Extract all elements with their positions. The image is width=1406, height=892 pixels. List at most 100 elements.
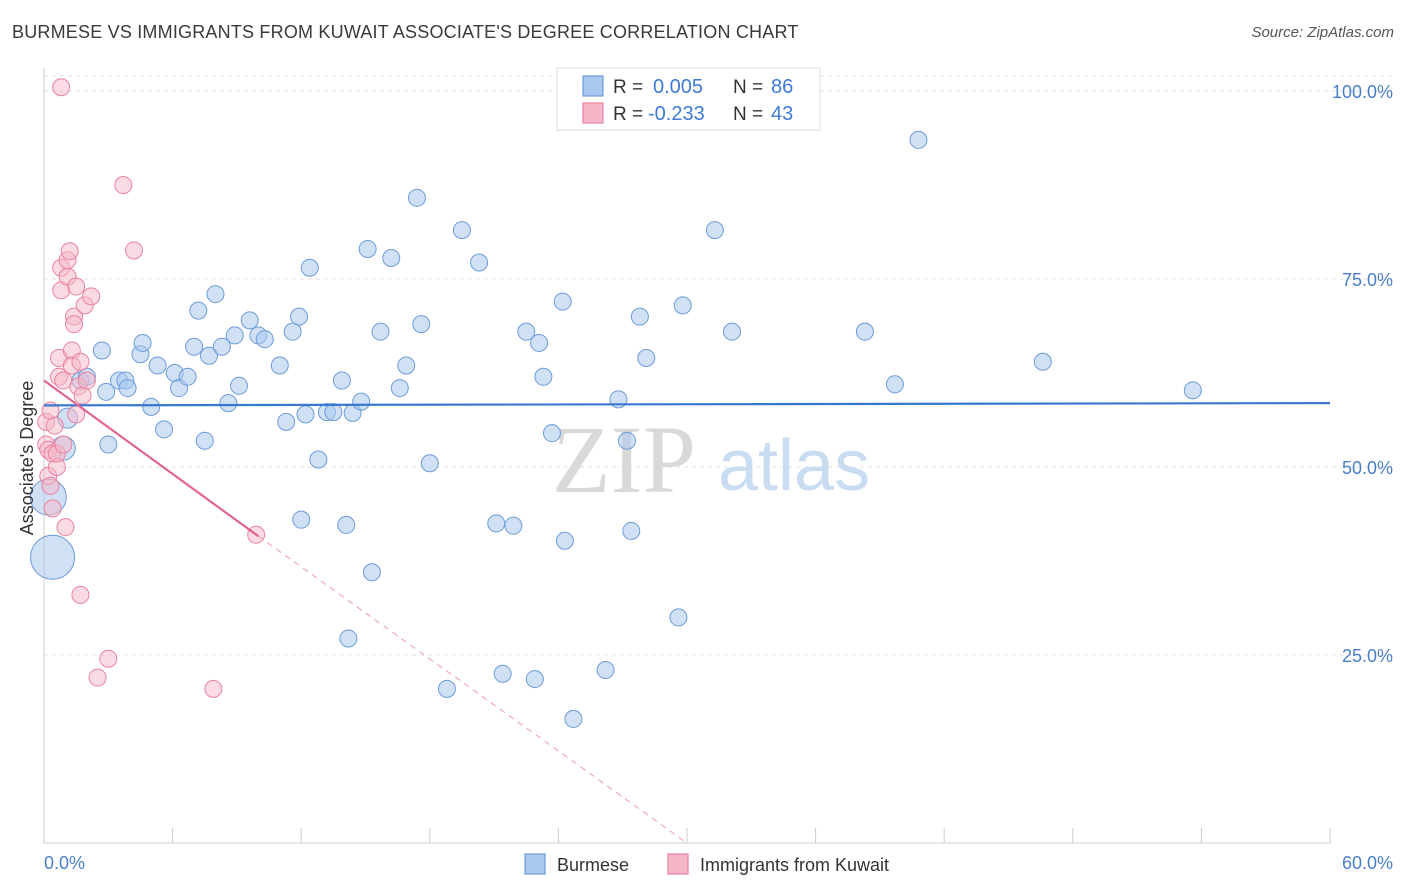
point-burmese [525,670,544,689]
point-burmese [437,679,456,698]
point-burmese [92,341,111,360]
point-burmese [292,510,311,529]
point-burmese [470,253,489,272]
x-tick-label: 0.0% [44,853,85,873]
point-burmese [530,333,549,352]
point-kuwait [41,476,60,495]
point-burmese [397,356,416,375]
point-kuwait [99,649,118,668]
point-burmese [362,563,381,582]
x-tick-label: 60.0% [1342,853,1393,873]
point-burmese [255,330,274,349]
point-burmese [705,221,724,240]
point-burmese [630,307,649,326]
point-burmese [30,534,76,580]
point-kuwait [204,679,223,698]
point-burmese [97,382,116,401]
point-burmese [309,450,328,469]
point-burmese [564,709,583,728]
series-kuwait [37,78,266,698]
legend-swatch-burmese [582,75,604,97]
point-kuwait [125,241,144,260]
point-burmese [412,315,431,334]
point-burmese [185,337,204,356]
y-tick-label: 100.0% [1332,82,1393,102]
point-kuwait [56,518,75,537]
point-kuwait [52,78,71,97]
point-burmese [555,531,574,550]
point-kuwait [54,435,73,454]
point-burmese [1033,352,1052,371]
point-kuwait [54,371,73,390]
point-burmese [382,248,401,267]
point-burmese [283,322,302,341]
point-burmese [189,301,208,320]
bottom-legend-swatch-burmese [524,853,546,875]
trend-line-kuwait-extension [257,535,688,844]
point-burmese [219,394,238,413]
point-burmese [155,420,174,439]
point-burmese [371,322,390,341]
bottom-legend-swatch-kuwait [667,853,689,875]
point-kuwait [77,371,96,390]
point-burmese [542,424,561,443]
y-tick-label: 25.0% [1342,646,1393,666]
trend-line-kuwait [43,379,259,538]
point-kuwait [82,287,101,306]
legend-r-value: 0.005 [653,76,703,98]
legend-r-label: R = [613,77,643,98]
point-burmese [240,311,259,330]
point-kuwait [71,585,90,604]
point-burmese [622,521,641,540]
point-burmese [596,661,615,680]
point-burmese [118,379,137,398]
point-burmese [277,412,296,431]
point-burmese [909,130,928,149]
y-tick-labels: 25.0% 50.0% 75.0% 100.0% [1332,82,1393,666]
legend-n-label: N = [733,77,763,98]
y-axis-title: Associate's Degree [17,381,37,536]
point-burmese [452,221,471,240]
point-burmese [290,307,309,326]
point-burmese [420,454,439,473]
point-burmese [673,296,692,315]
point-burmese [337,515,356,534]
point-burmese [142,397,161,416]
source-label: Source: ZipAtlas.com [1251,24,1394,41]
point-burmese [225,326,244,345]
point-kuwait [73,386,92,405]
point-kuwait [65,315,84,334]
point-burmese [504,516,523,535]
point-burmese [230,376,249,395]
legend-r-label: R = [613,104,643,125]
point-burmese [855,322,874,341]
legend-box: R = 0.005 N = 86 R = -0.233 N = 43 [556,67,821,131]
bottom-legend-label-burmese: Burmese [557,855,629,875]
point-burmese [300,258,319,277]
legend-n-value: 86 [771,76,793,98]
point-burmese [553,292,572,311]
x-tick-labels: 0.0% 60.0% [44,853,1393,873]
point-burmese [358,239,377,258]
point-burmese [178,367,197,386]
point-burmese [296,405,315,424]
point-burmese [493,664,512,683]
legend-n-label: N = [733,104,763,125]
grid [44,75,1392,656]
point-burmese [270,356,289,375]
trend-lines [43,379,1331,844]
point-burmese [390,379,409,398]
point-burmese [212,337,231,356]
point-burmese [352,392,371,411]
point-kuwait [71,352,90,371]
point-burmese [206,285,225,304]
point-burmese [487,514,506,533]
point-burmese [534,367,553,386]
point-kuwait [43,499,62,518]
trend-line-burmese [43,402,1331,407]
bottom-legend-label-kuwait: Immigrants from Kuwait [700,855,889,875]
point-burmese [99,435,118,454]
y-tick-label: 75.0% [1342,270,1393,290]
legend-n-value: 43 [771,103,793,125]
